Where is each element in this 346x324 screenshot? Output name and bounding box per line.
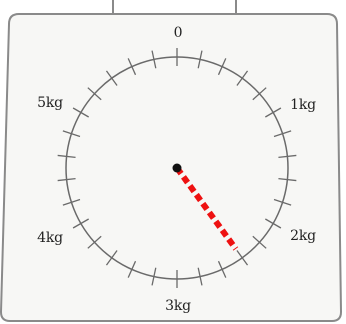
dial-tick <box>252 235 267 249</box>
dial-tick <box>278 178 297 182</box>
dial-tick <box>105 70 118 86</box>
dial-label-2kg: 2kg <box>290 228 316 244</box>
dial-tick <box>273 198 292 206</box>
dial-tick <box>217 260 227 278</box>
dial-label-5kg: 5kg <box>37 95 63 111</box>
dial-tick <box>87 235 102 249</box>
dial-tick <box>278 154 297 158</box>
dial-tick <box>57 178 76 182</box>
dial-label-3kg: 3kg <box>165 298 191 314</box>
dial-tick <box>217 58 227 76</box>
dial-tick <box>236 250 249 266</box>
dial-tick <box>62 198 81 206</box>
dial-hub <box>172 163 182 173</box>
dial-label-0: 0 <box>173 25 183 41</box>
dial-ticks <box>57 48 297 288</box>
dial-tick <box>151 267 157 286</box>
scale-body <box>0 13 343 322</box>
dial-tick <box>105 250 118 266</box>
dial-tick <box>236 70 249 86</box>
dial-tick <box>72 107 89 118</box>
dial-label-1kg: 1kg <box>290 97 316 113</box>
dial-tick <box>273 130 292 138</box>
dial-tick <box>265 107 282 118</box>
dial-tick <box>151 50 157 69</box>
dial-tick <box>72 218 89 229</box>
dial-tick <box>57 154 76 158</box>
dial-tick <box>265 218 282 229</box>
dial-tick <box>127 260 137 278</box>
dial-tick <box>197 50 203 69</box>
dial-tick <box>87 87 102 101</box>
dial-tick <box>62 130 81 138</box>
dial-pointer <box>174 166 239 251</box>
dial-label-4kg: 4kg <box>37 230 63 246</box>
dial-tick <box>127 58 137 76</box>
dial-tick <box>252 87 267 101</box>
dial-tick <box>197 267 203 286</box>
